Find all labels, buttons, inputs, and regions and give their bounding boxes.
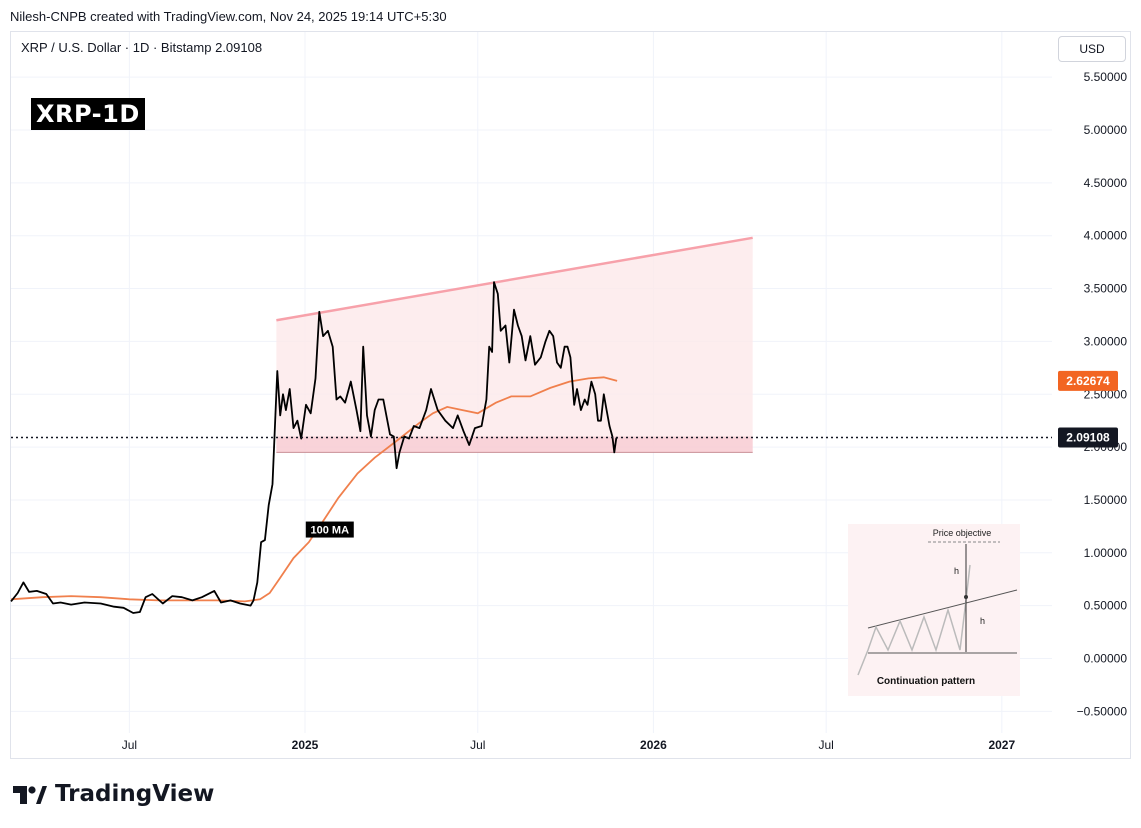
chart-frame [10, 31, 1131, 759]
currency-button[interactable]: USD [1058, 36, 1126, 62]
support-band [276, 436, 753, 453]
inset-top-line [867, 589, 1018, 629]
height-label-bottom: h [980, 616, 985, 626]
tradingview-logo-icon [13, 786, 47, 804]
x-tick-label: 2027 [988, 738, 1015, 752]
continuation-pattern-inset: Price objective h h Continuation pattern [848, 524, 1020, 696]
price-value-badge-box [1058, 427, 1118, 448]
y-tick-label: 1.00000 [1084, 546, 1128, 560]
price-objective-label: Price objective [933, 528, 992, 538]
tradingview-brand: TradingView [55, 781, 215, 807]
tradingview-logo[interactable]: TradingView [13, 781, 214, 807]
x-tick-label: Jul [122, 738, 137, 752]
value-labels: 100 MA 2.62674 2.09108 [11, 370, 1118, 538]
breakout-point [964, 595, 968, 599]
series-lines [10, 281, 618, 614]
y-tick-label: 1.50000 [1084, 493, 1128, 507]
grid-lines [11, 32, 1052, 733]
upper-trendline [276, 236, 753, 322]
y-tick-label: −0.50000 [1077, 704, 1128, 718]
y-tick-label: 3.50000 [1084, 282, 1128, 296]
triangle-fill [276, 237, 753, 453]
ma-label-box [305, 521, 354, 538]
y-tick-label: 5.00000 [1084, 123, 1128, 137]
y-tick-label: 5.50000 [1084, 70, 1128, 84]
ma-value-badge-box [1058, 370, 1118, 391]
ma-value-badge: 2.62674 [1066, 374, 1110, 388]
x-tick-label: Jul [470, 738, 485, 752]
y-tick-label: 0.00000 [1084, 652, 1128, 666]
y-tick-label: 3.00000 [1084, 334, 1128, 348]
ascending-triangle-pattern [276, 236, 753, 453]
chart-title-badge: XRP-1D [31, 98, 145, 130]
y-tick-label: 0.50000 [1084, 599, 1128, 613]
inset-caption: Continuation pattern [877, 676, 975, 687]
x-tick-label: 2026 [640, 738, 667, 752]
symbol-info: XRP / U.S. Dollar · 1D · Bitstamp 2.0910… [21, 40, 263, 55]
x-tick-label: Jul [819, 738, 834, 752]
height-label-top: h [954, 566, 959, 576]
chart-credit: Nilesh-CNPB created with TradingView.com… [10, 9, 447, 24]
price-value-badge: 2.09108 [1066, 430, 1110, 444]
x-axis: Jul 2025 Jul 2026 Jul 2027 [122, 738, 1016, 752]
y-tick-label: 4.50000 [1084, 176, 1128, 190]
ma-100-line [10, 376, 618, 603]
y-tick-label: 4.00000 [1084, 229, 1128, 243]
ma-label: 100 MA [311, 525, 350, 537]
x-tick-label: 2025 [292, 738, 319, 752]
inset-zigzag [857, 564, 971, 676]
y-axis: 5.50000 5.00000 4.50000 4.00000 3.50000 3.000… [1077, 70, 1128, 718]
inset-background [848, 524, 1020, 696]
xrp-price-line [10, 281, 618, 614]
